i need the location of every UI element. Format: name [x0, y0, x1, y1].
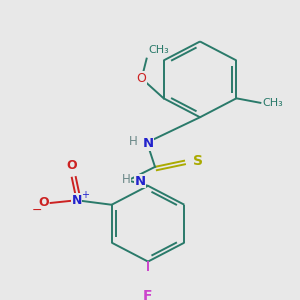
Text: F: F	[143, 289, 153, 300]
Text: CH₃: CH₃	[148, 45, 170, 55]
Text: N: N	[71, 194, 82, 207]
Text: H: H	[122, 173, 130, 186]
Text: H: H	[129, 135, 137, 148]
Text: O: O	[137, 72, 147, 85]
Text: S: S	[193, 154, 203, 169]
Text: N: N	[134, 175, 146, 188]
Text: +: +	[81, 190, 88, 200]
Text: O: O	[66, 159, 77, 172]
Text: CH₃: CH₃	[262, 98, 283, 108]
Text: −: −	[32, 204, 42, 217]
Text: O: O	[38, 196, 49, 209]
Text: N: N	[142, 137, 154, 150]
